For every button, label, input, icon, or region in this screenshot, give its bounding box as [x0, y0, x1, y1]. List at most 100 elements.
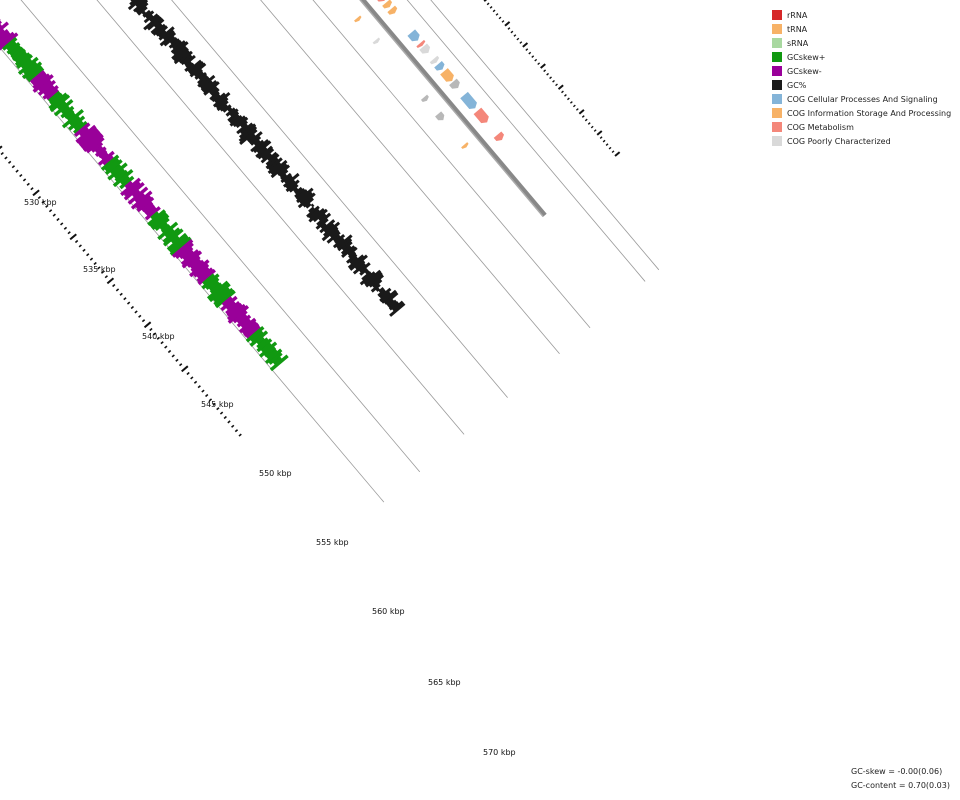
gc-content-bar: [285, 179, 300, 193]
gc-skew-positive-bar: [202, 273, 216, 286]
gc-skew-positive-bar: [100, 154, 120, 171]
gc-content-bar: [146, 16, 163, 31]
ruler-minor-tick: [590, 125, 594, 129]
gc-skew-negative-bar: [97, 150, 115, 166]
gc-content-bar: [222, 104, 232, 113]
axis-major-tick: [0, 145, 3, 150]
ruler-minor-tick: [608, 146, 612, 150]
gc-skew-negative-bar: [240, 318, 252, 329]
ruler-minor-tick: [489, 6, 493, 9]
genome-stats: GC-skew = -0.00(0.06) GC-content = 0.70(…: [851, 765, 950, 793]
axis-minor-tick: [41, 200, 45, 204]
gc-content-bar: [318, 213, 327, 221]
axis-minor-tick: [52, 213, 56, 217]
axis-minor-tick: [197, 385, 201, 389]
gc-skew-positive-bar: [206, 280, 229, 300]
tick-label-530: 530 kbp: [24, 198, 57, 207]
gc-skew-positive-bar: [113, 168, 126, 179]
legend-item-srna: sRNA: [772, 36, 951, 50]
axis-minor-tick: [223, 415, 227, 420]
axis-minor-tick: [190, 376, 194, 380]
legend-swatch: [772, 10, 782, 20]
axis-minor-tick: [48, 209, 53, 213]
kbp-axis-major-ticks: [0, 145, 189, 373]
gc-skew-negative-bar: [175, 242, 194, 259]
gc-skew-negative-bar: [197, 268, 216, 286]
outer-ruler: [483, 0, 621, 157]
legend-item-cog-cellular: COG Cellular Processes And Signaling: [772, 92, 951, 106]
gc-content-bar: [143, 14, 154, 24]
gc-content-bar: [347, 246, 358, 257]
axis-minor-tick: [141, 319, 146, 323]
gc-skew-positive-bar: [17, 56, 39, 76]
gc-content-bar: [334, 234, 346, 244]
ruler-minor-tick: [519, 41, 523, 44]
gc-skew-positive-bar: [73, 120, 84, 131]
gc-skew-negative-bar: [77, 127, 99, 146]
axis-minor-tick: [138, 314, 142, 318]
ruler-minor-tick: [599, 136, 603, 139]
gc-content-bar: [162, 29, 175, 41]
ruler-minor-tick: [569, 101, 573, 104]
gc-skew-positive-bar: [112, 168, 134, 188]
gc-content-bar: [188, 61, 205, 75]
axis-minor-tick: [45, 204, 49, 208]
gc-skew-positive-bar: [63, 109, 75, 120]
legend-label: COG Cellular Processes And Signaling: [787, 94, 938, 104]
gc-content-bar: [135, 2, 149, 14]
gc-skew-positive-bar: [60, 105, 75, 119]
gc-content-bar: [197, 74, 208, 85]
gc-content-bar: [282, 172, 300, 188]
axis-minor-tick: [123, 297, 127, 301]
guide-line: [96, 0, 465, 435]
gc-skew-negative-bar: [141, 201, 154, 213]
axis-minor-tick: [201, 389, 205, 393]
gc-content-bar: [169, 37, 178, 45]
legend-swatch: [772, 122, 782, 132]
gc-content-bar: [387, 299, 398, 309]
legend-swatch: [772, 38, 782, 48]
gc-content-bar: [229, 114, 240, 124]
gc-content-bar: [239, 123, 257, 139]
gc-content-bar: [332, 234, 341, 242]
gc-content-bar: [239, 128, 258, 146]
gc-skew-negative-bar: [75, 124, 97, 144]
gc-skew-negative-bar: [31, 72, 48, 86]
gc-content-bar: [232, 115, 246, 128]
axis-minor-tick: [19, 173, 23, 178]
gc-skew-positive-bar: [104, 158, 120, 172]
gc-skew-positive-bar: [201, 273, 220, 290]
gc-content-bar: [361, 271, 372, 281]
ruler-minor-tick: [537, 62, 541, 66]
gc-content-bar: [171, 45, 188, 60]
ruler-minor-tick: [575, 108, 579, 111]
gc-content-bar: [297, 192, 316, 209]
gc-content-bar: [143, 15, 161, 31]
gc-skew-negative-bar: [127, 186, 149, 205]
ruler-minor-tick: [507, 27, 511, 30]
gc-content-bar: [295, 189, 308, 201]
gc-content-bar: [229, 115, 243, 127]
axis-minor-tick: [97, 266, 101, 270]
gene-feature-cog-info: [440, 68, 454, 82]
gc-content-bar: [270, 159, 288, 175]
gc-skew-negative-bar: [123, 181, 141, 197]
axis-minor-tick: [149, 327, 153, 332]
gc-skew-negative-bar: [225, 300, 237, 311]
genome-backbone: [359, 0, 547, 218]
gc-skew-positive-bar: [9, 44, 22, 57]
legend-label: rRNA: [787, 10, 808, 20]
gc-content-bar: [261, 147, 275, 160]
axis-minor-tick: [134, 310, 138, 314]
ruler-minor-tick: [564, 94, 567, 97]
axis-minor-tick: [4, 156, 8, 160]
gc-skew-negative-bar: [42, 84, 59, 100]
gene-feature-cog-cellular: [407, 29, 420, 42]
gc-content-bar: [150, 23, 163, 35]
gc-skew-negative-bar: [91, 141, 104, 153]
axis-major-tick: [32, 189, 40, 197]
gc-skew-positive-bar: [168, 235, 189, 253]
gc-content-bar: [359, 271, 376, 286]
gc-skew-track: [0, 19, 289, 372]
